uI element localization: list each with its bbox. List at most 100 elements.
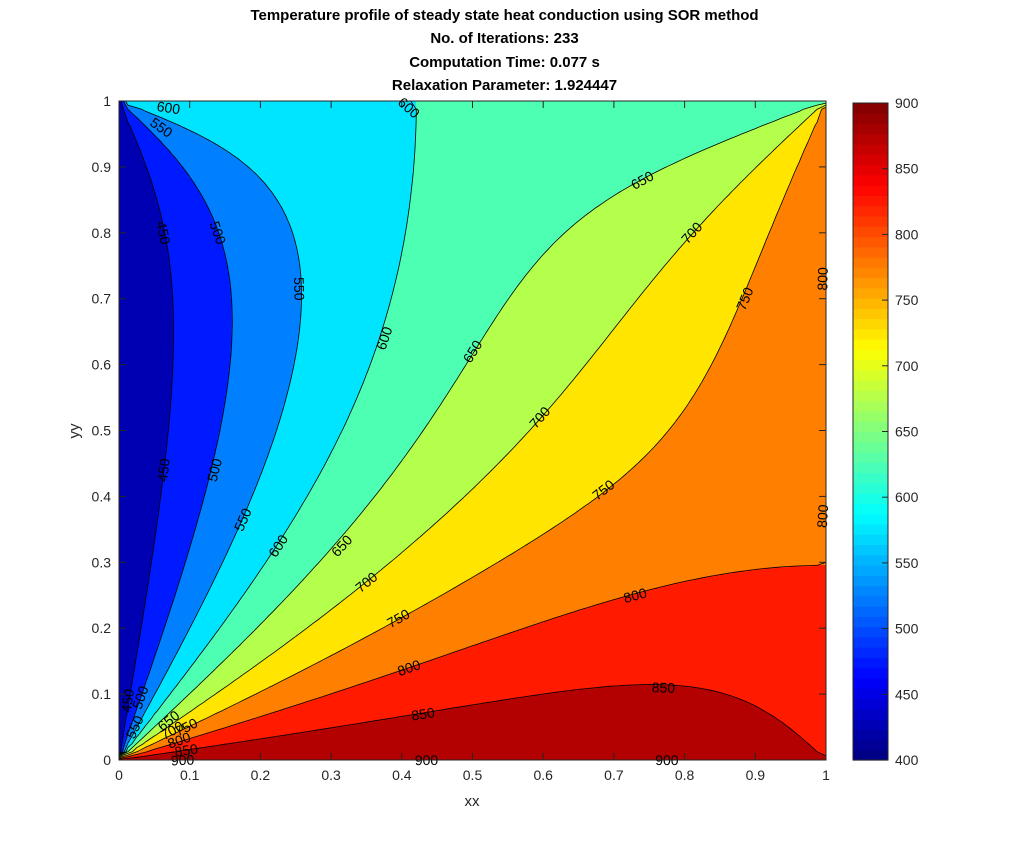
colorbar-band	[853, 144, 888, 155]
colorbar-band	[853, 133, 888, 145]
colorbar-band	[853, 698, 888, 710]
colorbar-band	[853, 729, 888, 741]
colorbar-band	[853, 431, 888, 443]
colorbar-band	[853, 677, 888, 689]
colorbar: 400 450 500 550 600 650 700 750 800 850 900	[852, 95, 919, 768]
colorbar-tick-label: 450	[895, 686, 919, 702]
colorbar-tick-label: 500	[895, 621, 919, 637]
colorbar-band	[853, 564, 888, 576]
contour-label: 450	[153, 220, 173, 246]
colorbar-band	[853, 267, 888, 279]
colorbar-band	[853, 421, 888, 433]
colorbar-band	[853, 667, 888, 679]
colorbar-band	[853, 318, 888, 330]
x-axis-label: xx	[465, 793, 481, 810]
colorbar-band	[853, 575, 888, 587]
colorbar-band	[853, 174, 888, 186]
contour-label: 600	[373, 324, 396, 351]
x-tick-label: 0.1	[180, 767, 200, 783]
contour-label: 800	[814, 267, 830, 291]
contour-label: 800	[814, 504, 831, 529]
contour-label: 500	[207, 219, 230, 247]
contour-label: 500	[129, 684, 152, 712]
colorbar-band	[853, 544, 888, 556]
colorbar-band	[853, 380, 888, 392]
contour-line-800	[119, 109, 826, 759]
x-axis: 0 0.1 0.2 0.3 0.4 0.5 0.6 0.7 0.8 0.9 1	[115, 101, 830, 783]
chart-title-line-3: Computation Time: 0.077 s	[409, 54, 600, 71]
colorbar-tick-label: 650	[895, 424, 919, 440]
contour-label: 850	[651, 679, 675, 696]
colorbar-band	[853, 390, 888, 402]
x-tick-label: 0.9	[746, 767, 766, 783]
colorbar-band	[853, 328, 888, 340]
contour-label: 550	[291, 277, 308, 301]
contour-lines	[119, 101, 826, 760]
colorbar-band	[853, 708, 888, 720]
x-tick-label: 0	[115, 767, 123, 783]
temperature-field-image	[119, 101, 826, 760]
y-tick-label: 0.6	[92, 357, 112, 373]
colorbar-bands	[853, 103, 888, 761]
colorbar-tick-label: 750	[895, 292, 919, 308]
colorbar-band	[853, 585, 888, 597]
colorbar-band	[853, 164, 888, 176]
colorbar-band	[853, 287, 888, 299]
contour-line-750	[119, 106, 826, 758]
colorbar-ticks: 400 450 500 550 600 650 700 750 800 850 900	[882, 95, 919, 768]
contour-line-500	[119, 101, 233, 754]
colorbar-tick-label: 400	[895, 752, 919, 768]
colorbar-band	[853, 482, 888, 494]
contour-line-450	[119, 101, 174, 753]
colorbar-band	[853, 493, 888, 504]
colorbar-band	[853, 236, 888, 248]
colorbar-band	[853, 339, 888, 350]
colorbar-band	[853, 441, 888, 453]
colorbar-band	[853, 349, 888, 361]
colorbar-tick-label: 850	[895, 161, 919, 177]
y-axis: 0 0.1 0.2 0.3 0.4 0.5 0.6 0.7 0.8 0.9 1	[92, 93, 826, 768]
x-tick-label: 0.7	[604, 767, 624, 783]
chart-title-line-1: Temperature profile of steady state heat…	[250, 7, 759, 24]
chart-title-line-4: Relaxation Parameter: 1.924447	[391, 77, 618, 94]
colorbar-band	[853, 523, 888, 535]
x-tick-label: 0.4	[392, 767, 412, 783]
colorbar-band	[853, 657, 888, 669]
colorbar-band	[853, 595, 888, 607]
contour-label: 850	[173, 740, 199, 759]
y-tick-label: 0.2	[92, 620, 112, 636]
y-tick-label: 0	[103, 752, 111, 768]
colorbar-band	[853, 369, 888, 381]
colorbar-band	[853, 277, 888, 289]
colorbar-band	[853, 410, 888, 422]
contour-line-600	[119, 101, 417, 756]
colorbar-band	[853, 626, 888, 638]
colorbar-band	[853, 215, 888, 227]
colorbar-band	[853, 472, 888, 484]
colorbar-tick-label: 800	[895, 226, 919, 242]
y-tick-label: 1	[103, 93, 111, 109]
contour-label: 800	[395, 656, 422, 679]
contour-label: 850	[410, 704, 436, 723]
colorbar-band	[853, 739, 888, 751]
colorbar-tick-label: 900	[895, 95, 919, 111]
colorbar-band	[853, 636, 888, 648]
colorbar-band	[853, 400, 888, 412]
colorbar-band	[853, 688, 888, 700]
colorbar-band	[853, 205, 888, 217]
colorbar-band	[853, 718, 888, 730]
y-tick-label: 0.8	[92, 225, 112, 241]
y-tick-label: 0.5	[92, 423, 112, 439]
contour-line-650	[119, 102, 826, 757]
colorbar-band	[853, 123, 888, 135]
colorbar-tick-label: 550	[895, 555, 919, 571]
x-tick-label: 0.6	[533, 767, 553, 783]
y-tick-label: 0.9	[92, 159, 112, 175]
colorbar-band	[853, 195, 888, 207]
contour-line-550	[119, 101, 302, 755]
contour-label: 800	[622, 585, 649, 606]
y-tick-label: 0.7	[92, 291, 112, 307]
colorbar-band	[853, 154, 888, 166]
colorbar-band	[853, 513, 888, 525]
